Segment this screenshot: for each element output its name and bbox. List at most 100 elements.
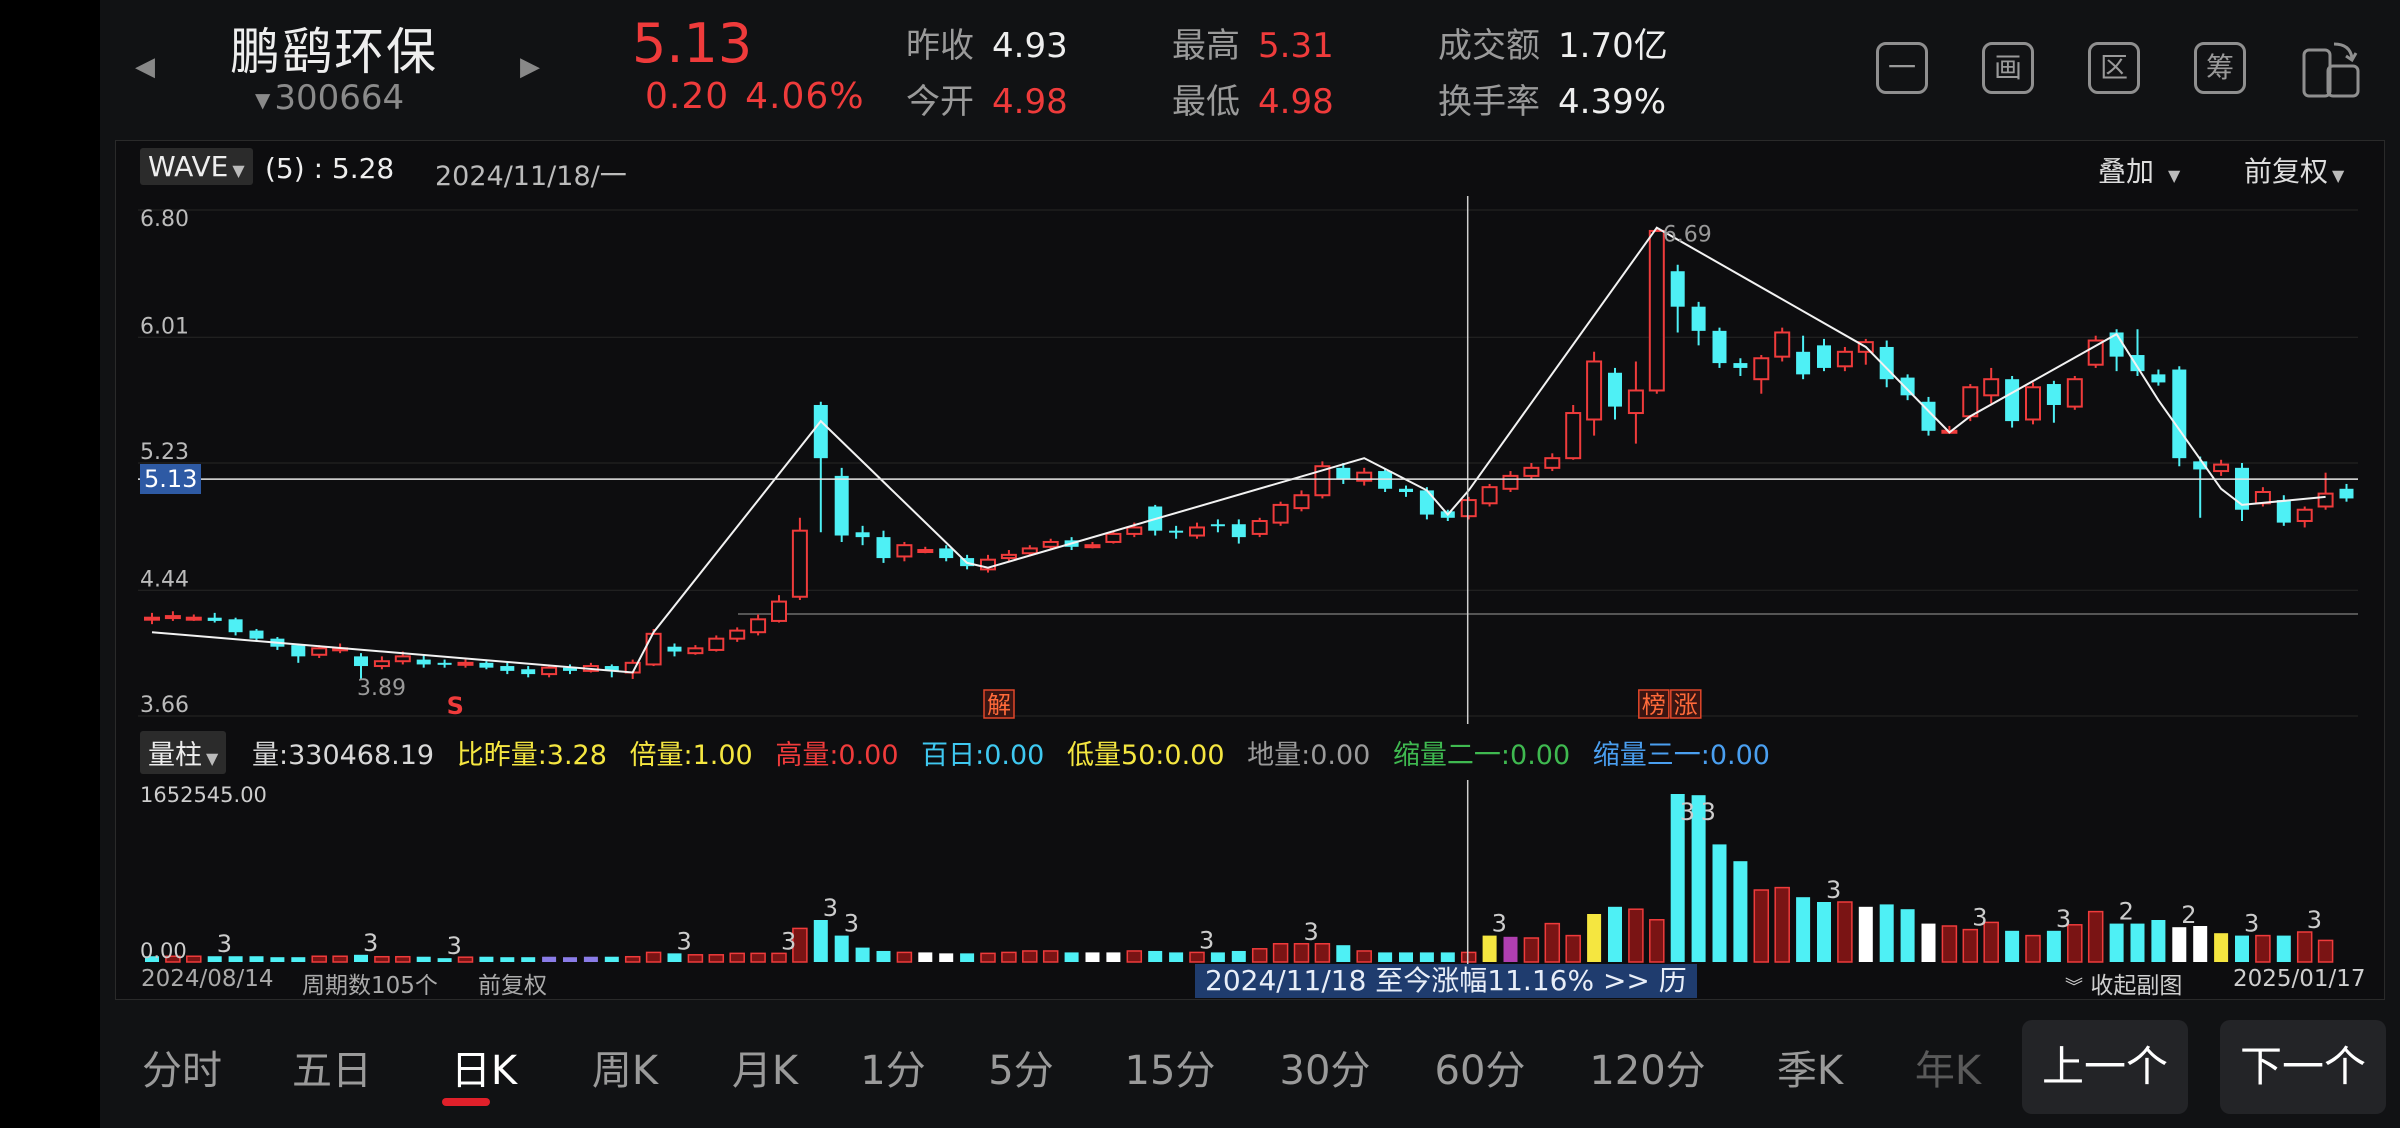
candle	[771, 595, 787, 623]
tab-1min[interactable]: 1分	[860, 1048, 926, 1094]
volume-bar	[1169, 952, 1184, 962]
metric-hundred-day: 百日:0.00	[921, 740, 1045, 771]
tab-30min[interactable]: 30分	[1279, 1048, 1371, 1094]
y-tick-label: 3.66	[140, 693, 189, 718]
svg-text:涨: 涨	[1674, 691, 1698, 719]
volume-count-label: 3	[2056, 905, 2071, 933]
current-price-label: 5.13	[140, 464, 202, 495]
prev-button[interactable]: 上一个	[2022, 1020, 2188, 1114]
volume-bar	[1858, 906, 1873, 962]
candle	[207, 612, 222, 623]
metric-double-volume: 倍量:1.00	[629, 740, 753, 771]
volume-bar	[667, 953, 682, 962]
price-change: 0.20 4.06%	[645, 76, 881, 117]
tab-weekly-k[interactable]: 周K	[591, 1048, 659, 1094]
volume-bar	[1817, 902, 1831, 962]
volume-bar	[1251, 948, 1268, 963]
tab-monthly-k[interactable]: 月K	[731, 1048, 799, 1094]
volume-bar	[771, 952, 787, 963]
indicator-selector[interactable]: WAVE ▼	[140, 148, 253, 185]
volume-bar	[1565, 934, 1581, 963]
volume-bar	[1733, 861, 1748, 962]
candle	[249, 628, 264, 642]
tab-15min[interactable]: 15分	[1124, 1048, 1216, 1094]
stock-code-selector[interactable]: ▼ 300664	[255, 78, 404, 118]
volume-metrics: 量:330468.19 比昨量:3.28 倍量:1.00 高量:0.00 百日:…	[252, 733, 1784, 772]
volume-bar	[500, 957, 515, 962]
candle	[2066, 375, 2083, 410]
marker-s: S	[447, 692, 464, 720]
volume-bar	[729, 952, 745, 963]
volume-bar	[1378, 952, 1393, 962]
tab-yearly-k[interactable]: 年K	[1914, 1048, 1982, 1094]
candle	[563, 664, 577, 675]
candle	[1753, 355, 1770, 394]
minus-icon[interactable]: 一	[1876, 42, 1928, 94]
candle	[1502, 471, 1519, 493]
tab-120min[interactable]: 120分	[1589, 1048, 1706, 1094]
candle	[939, 545, 954, 562]
chips-icon[interactable]: 筹	[2194, 42, 2246, 94]
volume-bar	[1293, 943, 1310, 963]
volume-bar	[2109, 923, 2124, 962]
candle	[1169, 525, 1184, 539]
chevron-down-icon: ▼	[232, 161, 245, 180]
prev-stock-arrow-icon[interactable]: ◀	[135, 52, 155, 82]
tab-daily-k[interactable]: 日K	[450, 1048, 518, 1094]
volume-bar	[1231, 950, 1246, 962]
candle	[876, 530, 891, 563]
candle	[1983, 367, 2000, 404]
volume-bar	[542, 956, 557, 962]
tab-five-day[interactable]: 五日	[292, 1048, 372, 1094]
candle	[1691, 301, 1706, 346]
range-icon[interactable]: 区	[2088, 42, 2140, 94]
volume-bar	[1001, 951, 1017, 963]
volume-count-label: 3	[1199, 926, 1214, 954]
history-gain-banner[interactable]: 2024/11/18 至今涨幅11.16% >> 历	[1195, 964, 1697, 998]
draw-icon[interactable]: 画	[1982, 42, 2034, 94]
next-button[interactable]: 下一个	[2220, 1020, 2386, 1114]
volume-bar	[1419, 952, 1434, 962]
volume-bar	[876, 950, 891, 962]
collapse-subchart-button[interactable]: ︾ 收起副图	[2065, 966, 2182, 1000]
quote-turnover-amount: 成交额 1.70亿	[1438, 26, 1668, 66]
candle	[729, 627, 746, 642]
tab-quarterly-k[interactable]: 季K	[1776, 1048, 1844, 1094]
adjust-label: 前复权	[2244, 155, 2329, 188]
candle	[1314, 461, 1331, 499]
volume-bar	[896, 951, 913, 963]
candle	[1000, 550, 1017, 562]
period-tabs: 分时 五日 日K 周K 月K 1分 5分 15分 30分 60分 120分 季K…	[100, 1012, 2400, 1128]
tab-5min[interactable]: 5分	[988, 1048, 1054, 1094]
y-tick-label: 6.80	[140, 207, 189, 232]
chevron-down-icon: ▼	[255, 87, 271, 112]
volume-bar	[332, 955, 348, 963]
candle	[1210, 519, 1225, 533]
candle	[750, 614, 767, 636]
candle	[1733, 358, 1748, 376]
volume-bar	[1460, 951, 1477, 963]
tab-intraday[interactable]: 分时	[142, 1048, 222, 1094]
candle	[521, 666, 536, 678]
volume-bar	[437, 958, 452, 962]
chevron-down-icon: ▼	[2332, 166, 2345, 185]
volume-bar	[1314, 943, 1331, 963]
overlay-selector[interactable]: 叠加 ▼	[2098, 150, 2180, 190]
next-stock-arrow-icon[interactable]: ▶	[520, 52, 540, 82]
volume-bar	[1210, 952, 1225, 962]
candle	[1336, 463, 1351, 484]
tab-60min[interactable]: 60分	[1434, 1048, 1526, 1094]
chevron-down-icon: ▼	[206, 749, 219, 768]
kline-chart[interactable]: 6.80 6.01 5.23 4.44 3.66 3.89 6.69 S 解 榜涨	[138, 196, 2358, 724]
candle	[708, 635, 725, 652]
volume-bar	[1022, 950, 1038, 963]
rotate-screen-icon[interactable]	[2298, 36, 2364, 102]
volume-indicator-selector[interactable]: 量柱 ▼	[140, 731, 227, 774]
volume-bar	[1544, 922, 1561, 963]
adjust-selector[interactable]: 前复权 ▼	[2244, 150, 2344, 190]
volume-bar	[1085, 952, 1100, 962]
candle	[1251, 517, 1268, 538]
volume-bar	[311, 955, 327, 963]
volume-bar	[2296, 931, 2313, 963]
